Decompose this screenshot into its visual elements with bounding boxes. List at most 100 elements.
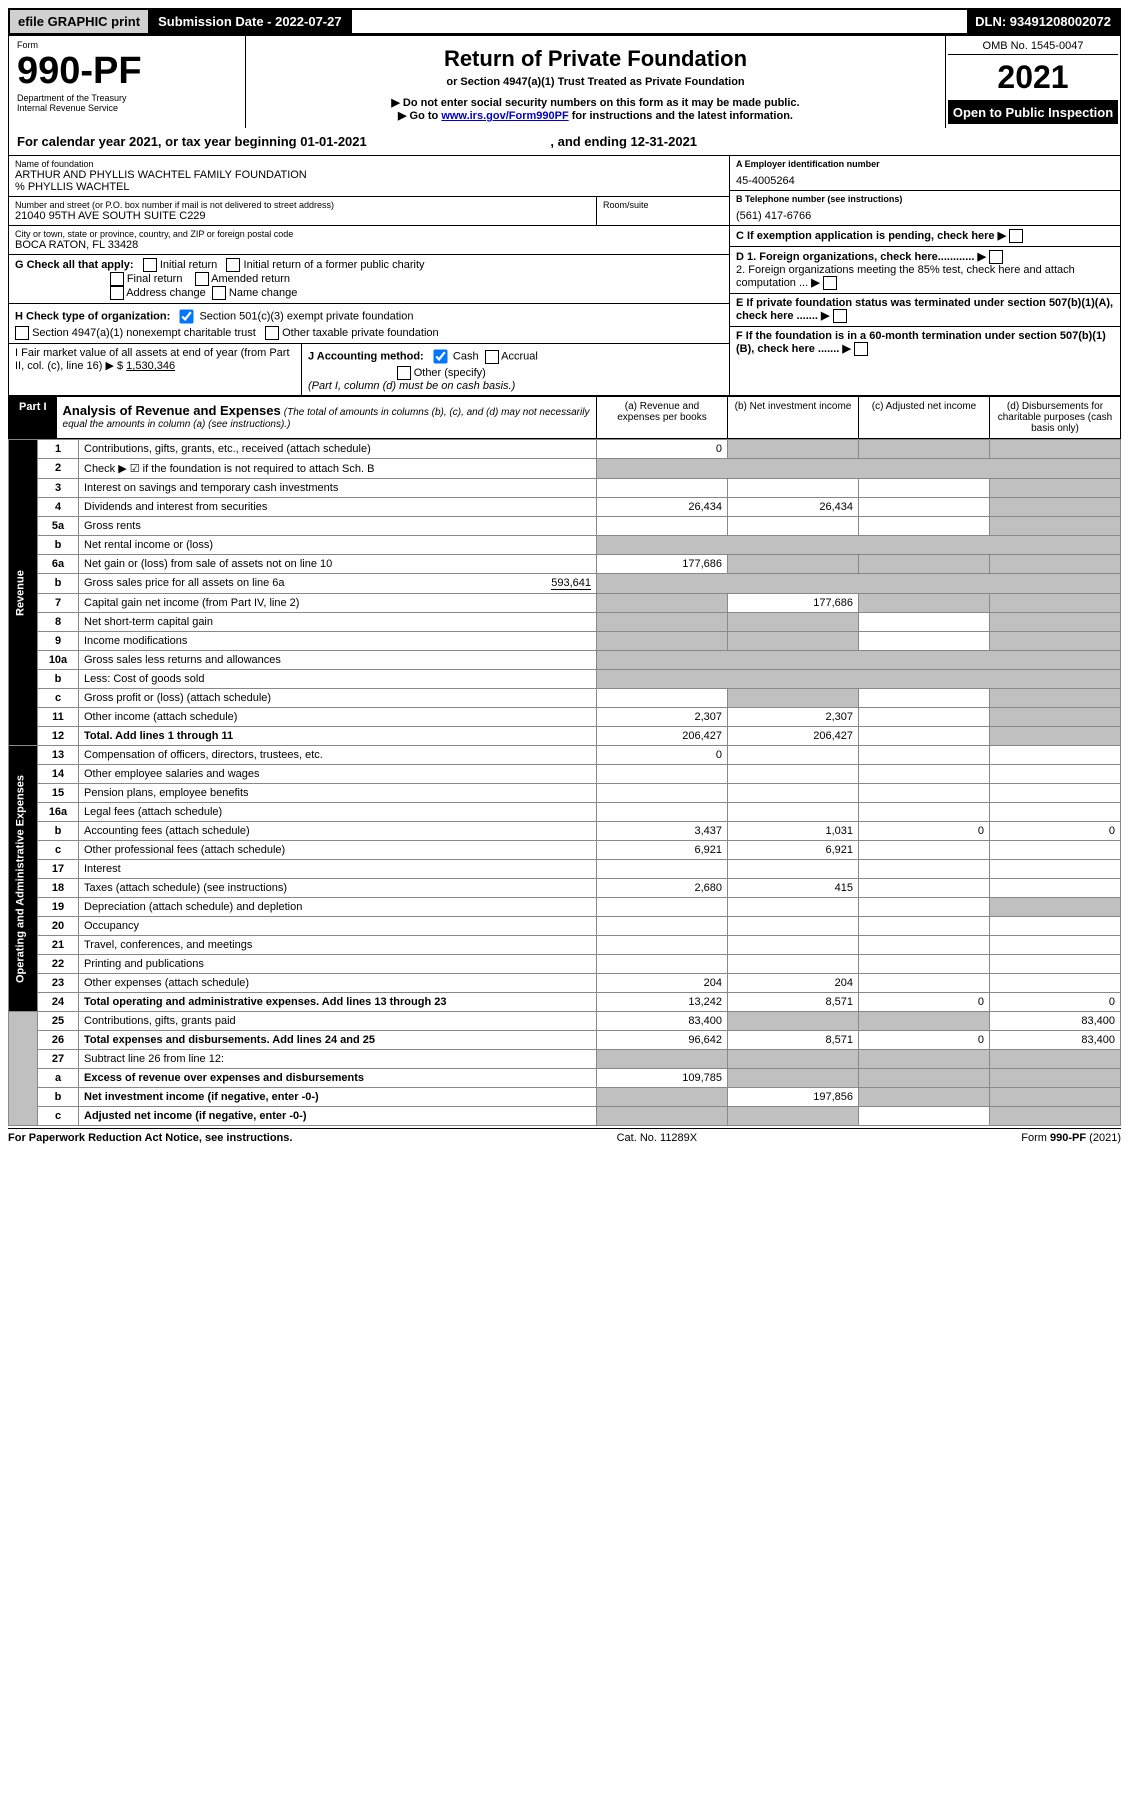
goto-suffix: for instructions and the latest informat… xyxy=(569,110,793,122)
row-27a-num: a xyxy=(38,1069,79,1088)
instructions-link[interactable]: www.irs.gov/Form990PF xyxy=(441,110,568,122)
row-17-desc: Interest xyxy=(79,860,597,879)
row-12-desc: Total. Add lines 1 through 11 xyxy=(79,727,597,746)
final-return-checkbox[interactable] xyxy=(110,272,124,286)
part1-header-row: Part I Analysis of Revenue and Expenses … xyxy=(8,396,1121,439)
501c3-checkbox[interactable] xyxy=(180,309,194,323)
accrual-checkbox[interactable] xyxy=(485,350,499,364)
row-4-num: 4 xyxy=(38,498,79,517)
row-16b-desc: Accounting fees (attach schedule) xyxy=(79,822,597,841)
addr-label: Number and street (or P.O. box number if… xyxy=(15,200,590,210)
row-3-num: 3 xyxy=(38,479,79,498)
row-26-d: 83,400 xyxy=(990,1031,1121,1050)
row-10c-num: c xyxy=(38,689,79,708)
other-taxable-checkbox[interactable] xyxy=(265,326,279,340)
name-change-checkbox[interactable] xyxy=(212,286,226,300)
row-25-desc: Contributions, gifts, grants paid xyxy=(79,1012,597,1031)
row-13-a: 0 xyxy=(597,746,728,765)
row-16c-num: c xyxy=(38,841,79,860)
form-title: Return of Private Foundation xyxy=(258,46,933,72)
foreign-org-cell: D 1. Foreign organizations, check here..… xyxy=(730,247,1120,294)
row-25-a: 83,400 xyxy=(597,1012,728,1031)
row-1-d xyxy=(990,440,1121,459)
entity-info-block: Name of foundation ARTHUR AND PHYLLIS WA… xyxy=(8,156,1121,396)
row-1-desc: Contributions, gifts, grants, etc., rece… xyxy=(79,440,597,459)
row-23-num: 23 xyxy=(38,974,79,993)
row-6a-a: 177,686 xyxy=(597,555,728,574)
row-27b-num: b xyxy=(38,1088,79,1107)
cal-begin: 01-01-2021 xyxy=(300,134,367,149)
c-label: C If exemption application is pending, c… xyxy=(736,230,995,242)
final-return-label: Final return xyxy=(127,273,183,285)
row-26-c: 0 xyxy=(859,1031,990,1050)
row-18-num: 18 xyxy=(38,879,79,898)
initial-return-checkbox[interactable] xyxy=(143,258,157,272)
other-method-label: Other (specify) xyxy=(414,367,486,379)
goto-prefix: ▶ Go to xyxy=(398,110,441,122)
cash-checkbox[interactable] xyxy=(433,349,447,363)
row-13-desc: Compensation of officers, directors, tru… xyxy=(79,746,597,765)
row-27a-a: 109,785 xyxy=(597,1069,728,1088)
row-10b-desc: Less: Cost of goods sold xyxy=(79,670,597,689)
row-7-b: 177,686 xyxy=(728,594,859,613)
initial-return-label: Initial return xyxy=(160,259,217,271)
row-2-shade xyxy=(597,459,1121,479)
row-26-desc: Total expenses and disbursements. Add li… xyxy=(79,1031,597,1050)
cash-basis-note: (Part I, column (d) must be on cash basi… xyxy=(308,380,515,392)
row-16b-c: 0 xyxy=(859,822,990,841)
row-10a-desc: Gross sales less returns and allowances xyxy=(79,651,597,670)
row-1-b xyxy=(728,440,859,459)
row-11-b: 2,307 xyxy=(728,708,859,727)
foreign-org-checkbox[interactable] xyxy=(989,250,1003,264)
amended-return-checkbox[interactable] xyxy=(195,272,209,286)
exemption-pending-cell: C If exemption application is pending, c… xyxy=(730,226,1120,247)
row-11-desc: Other income (attach schedule) xyxy=(79,708,597,727)
form-title-block: Return of Private Foundation or Section … xyxy=(246,36,945,128)
calendar-year-row: For calendar year 2021, or tax year begi… xyxy=(8,128,1121,156)
check-h-row: H Check type of organization: Section 50… xyxy=(9,304,729,344)
60month-cell: F If the foundation is in a 60-month ter… xyxy=(730,327,1120,359)
row-23-desc: Other expenses (attach schedule) xyxy=(79,974,597,993)
row-5a-num: 5a xyxy=(38,517,79,536)
cal-prefix: For calendar year 2021, or tax year begi… xyxy=(17,134,300,149)
address-change-checkbox[interactable] xyxy=(110,286,124,300)
row-12-num: 12 xyxy=(38,727,79,746)
row-16c-desc: Other professional fees (attach schedule… xyxy=(79,841,597,860)
row-3-desc: Interest on savings and temporary cash i… xyxy=(79,479,597,498)
row-27b-desc: Net investment income (if negative, ente… xyxy=(79,1088,597,1107)
efile-print-label[interactable]: efile GRAPHIC print xyxy=(10,10,150,33)
fmv-value: 1,530,346 xyxy=(126,360,175,372)
row-5b-desc: Net rental income or (loss) xyxy=(79,536,597,555)
address-line: 21040 95TH AVE SOUTH SUITE C229 xyxy=(15,210,590,222)
row-14-desc: Other employee salaries and wages xyxy=(79,765,597,784)
year-block: OMB No. 1545-0047 2021 Open to Public In… xyxy=(945,36,1120,128)
former-charity-checkbox[interactable] xyxy=(226,258,240,272)
accrual-label: Accrual xyxy=(501,350,538,362)
row-25-num: 25 xyxy=(38,1012,79,1031)
row-20-desc: Occupancy xyxy=(79,917,597,936)
exemption-pending-checkbox[interactable] xyxy=(1009,229,1023,243)
phone-cell: B Telephone number (see instructions) (5… xyxy=(730,191,1120,226)
part1-table: Revenue 1 Contributions, gifts, grants, … xyxy=(8,439,1121,1126)
phone-label: B Telephone number (see instructions) xyxy=(736,194,1114,204)
row-27c-desc: Adjusted net income (if negative, enter … xyxy=(79,1107,597,1126)
row-13-num: 13 xyxy=(38,746,79,765)
row-24-desc: Total operating and administrative expen… xyxy=(79,993,597,1012)
row-26-b: 8,571 xyxy=(728,1031,859,1050)
terminated-checkbox[interactable] xyxy=(833,309,847,323)
row-2-num: 2 xyxy=(38,459,79,479)
4947a1-checkbox[interactable] xyxy=(15,326,29,340)
row-7-num: 7 xyxy=(38,594,79,613)
row-5b-num: b xyxy=(38,536,79,555)
foreign-85-checkbox[interactable] xyxy=(823,276,837,290)
row-11-a: 2,307 xyxy=(597,708,728,727)
col-b-header: (b) Net investment income xyxy=(727,397,858,438)
4947a1-label: Section 4947(a)(1) nonexempt charitable … xyxy=(32,327,256,339)
accounting-method-cell: J Accounting method: Cash Accrual Other … xyxy=(302,344,729,395)
ein-label: A Employer identification number xyxy=(736,159,1114,169)
name-label: Name of foundation xyxy=(15,159,723,169)
row-14-num: 14 xyxy=(38,765,79,784)
row-27c-num: c xyxy=(38,1107,79,1126)
60month-checkbox[interactable] xyxy=(854,342,868,356)
other-method-checkbox[interactable] xyxy=(397,366,411,380)
